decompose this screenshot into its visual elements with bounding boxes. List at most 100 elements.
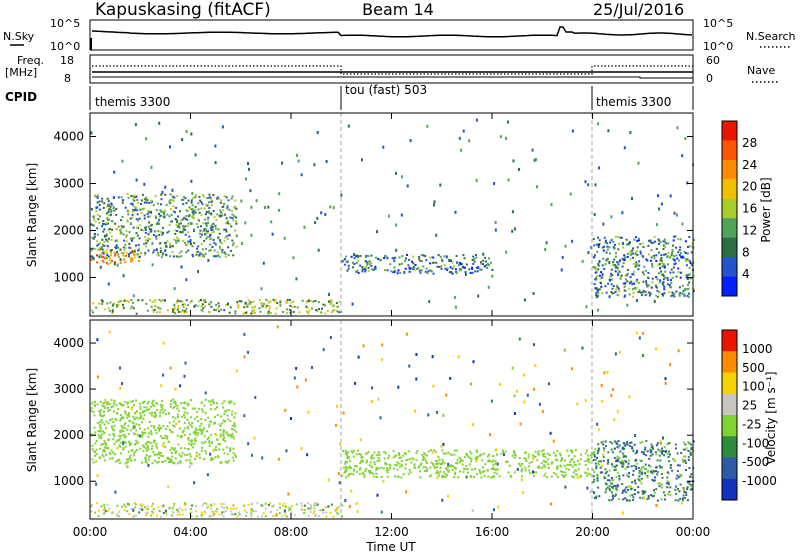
velocity-cell (121, 416, 124, 419)
velocity-cell (307, 502, 310, 504)
power-cell (94, 220, 97, 223)
velocity-cell (415, 452, 418, 455)
velocity-cell (116, 439, 119, 442)
velocity-cell (122, 441, 125, 445)
velocity-cell (358, 473, 361, 475)
velocity-cell (588, 461, 591, 464)
velocity-cell (103, 410, 105, 413)
velocity-cell (439, 466, 442, 469)
velocity-cell (309, 508, 312, 511)
power-cell (114, 239, 117, 242)
velocity-cell (103, 503, 106, 506)
velocity-cell (611, 495, 614, 498)
power-cell (395, 223, 398, 227)
velocity-cell (102, 509, 105, 512)
velocity-cell (392, 467, 395, 470)
power-cell (648, 294, 651, 297)
velocity-cell (167, 457, 170, 460)
power-cell (132, 294, 135, 298)
velocity-cell (584, 460, 587, 462)
power-cell (595, 277, 598, 280)
power-cell (393, 260, 396, 263)
velocity-cell (147, 441, 150, 443)
velocity-cell (563, 464, 566, 467)
power-cell (289, 304, 292, 307)
velocity-cell (351, 451, 354, 454)
power-cell (143, 207, 146, 210)
power-cell (125, 299, 128, 302)
velocity-cell (652, 470, 655, 473)
power-cell (135, 253, 138, 256)
velocity-cell (476, 458, 479, 461)
velocity-cell (182, 402, 185, 404)
power-cell (445, 255, 448, 259)
power-cell (189, 242, 192, 246)
power-cell (181, 303, 184, 306)
freq-unit: [MHz] (5, 66, 37, 79)
power-cell (463, 266, 466, 269)
velocity-cell (642, 354, 645, 357)
power-cell (688, 273, 691, 276)
velocity-cell (432, 463, 434, 465)
power-cell (675, 213, 678, 217)
power-cell (243, 306, 246, 309)
power-cell (425, 259, 428, 262)
velocity-cell (524, 458, 527, 461)
velocity-cell (544, 456, 547, 459)
power-cell (90, 249, 93, 252)
velocity-cell (113, 429, 116, 432)
velocity-cell (168, 412, 170, 415)
power-cell (330, 311, 333, 314)
power-cell (687, 277, 690, 280)
velocity-cell (200, 441, 203, 444)
velocity-cell (632, 496, 635, 499)
power-cell (212, 255, 215, 258)
velocity-cell (355, 453, 358, 456)
power-cell (102, 261, 105, 264)
power-cell (464, 271, 467, 274)
power-cell (130, 239, 133, 242)
power-cell (308, 309, 311, 312)
power-cell (258, 299, 261, 301)
power-cell (232, 219, 235, 222)
power-cell (606, 258, 609, 261)
colorbar-swatch (722, 257, 737, 278)
power-cell (668, 284, 671, 286)
velocity-cell (413, 463, 416, 466)
velocity-cell (595, 496, 597, 500)
velocity-cell (103, 506, 106, 509)
velocity-cell (95, 460, 98, 463)
velocity-cell (130, 407, 133, 411)
power-cell (115, 228, 118, 230)
power-cell (149, 299, 152, 302)
velocity-cell (119, 441, 122, 444)
power-cell (606, 248, 609, 251)
power-cell (183, 196, 186, 199)
power-cell (178, 222, 181, 226)
velocity-cell (91, 444, 94, 447)
velocity-cell (525, 460, 528, 463)
velocity-cell (187, 404, 190, 407)
velocity-cell (159, 415, 161, 417)
power-cell (148, 211, 150, 214)
power-cell (235, 216, 237, 219)
power-cell (651, 277, 654, 280)
velocity-cell (108, 433, 111, 436)
power-cell (667, 251, 670, 254)
velocity-cell (419, 463, 422, 466)
power-cell (104, 238, 107, 241)
velocity-cell (218, 513, 221, 516)
power-cell (626, 303, 629, 307)
velocity-cell (203, 404, 206, 407)
power-cell (595, 287, 598, 291)
velocity-cell (247, 503, 250, 506)
velocity-cell (193, 481, 196, 485)
velocity-cell (493, 471, 496, 474)
velocity-cell (496, 472, 499, 475)
power-cell (638, 264, 641, 267)
power-cell (210, 301, 213, 304)
velocity-cell (109, 457, 112, 460)
velocity-cell (190, 511, 193, 514)
velocity-cell (592, 481, 595, 483)
power-cell (367, 269, 370, 272)
